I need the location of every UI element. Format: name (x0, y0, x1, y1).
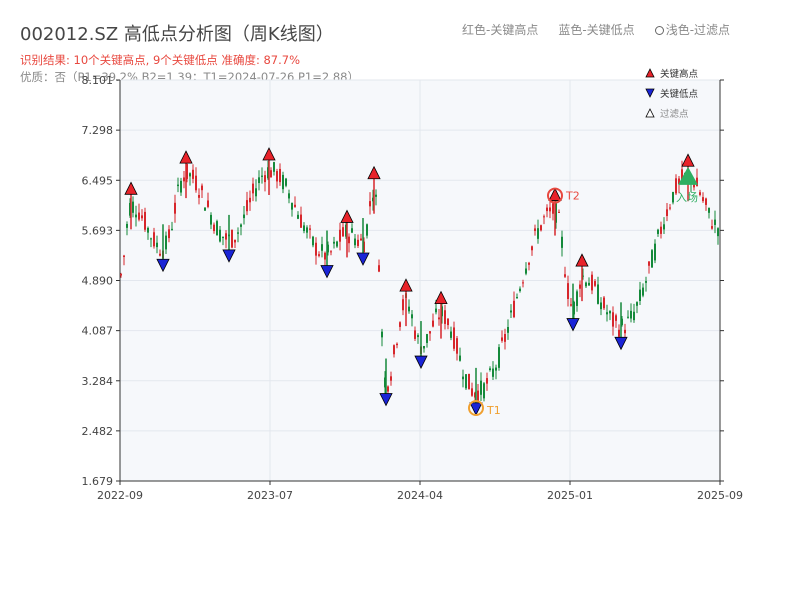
key-low-marker[interactable] (356, 252, 370, 266)
key-low-marker[interactable] (156, 258, 170, 273)
color-key-hollow: 浅色-过滤点 (654, 21, 730, 38)
triangle-down-icon (645, 88, 655, 98)
t2-marker[interactable] (547, 187, 563, 204)
key-low-marker[interactable] (222, 249, 236, 263)
key-high-marker[interactable] (399, 278, 413, 292)
legend-item-filtered[interactable]: 过滤点 (645, 106, 689, 120)
key-high-marker[interactable] (575, 253, 589, 267)
result-summary: 识别结果: 10个关键高点, 9个关键低点 准确度: 87.7% (20, 53, 301, 67)
y-tick-label: 6.495 (82, 174, 114, 187)
y-tick-label: 2.482 (82, 425, 114, 438)
y-tick-label: 1.679 (82, 475, 114, 488)
key-high-marker[interactable] (340, 209, 354, 223)
y-tick-label: 8.101 (82, 74, 114, 87)
x-tick-label: 2024-04 (397, 489, 443, 502)
x-tick-label: 2025-09 (697, 489, 743, 502)
key-high-marker[interactable] (548, 187, 562, 201)
x-tick-label: 2023-07 (247, 489, 293, 502)
key-high-marker[interactable] (434, 290, 448, 305)
key-low-marker[interactable] (414, 355, 428, 369)
y-tick-label: 3.284 (82, 375, 114, 388)
color-key-blue: 蓝色-关键低点 (558, 23, 635, 37)
y-tick-label: 4.890 (82, 275, 114, 288)
legend-item-key-low[interactable]: 关键低点 (645, 86, 698, 100)
t2-label: T2 (565, 190, 580, 203)
y-tick-label: 4.087 (82, 325, 114, 338)
key-low-marker[interactable] (566, 318, 580, 332)
key-low-marker[interactable] (320, 265, 334, 279)
y-tick-label: 5.693 (82, 224, 114, 237)
chart-title: 002012.SZ 高低点分析图（周K线图） (20, 24, 334, 45)
t1-marker[interactable] (468, 400, 484, 417)
hollow-circle-icon (654, 26, 664, 35)
t1-label: T1 (486, 404, 501, 417)
key-low-marker[interactable] (469, 402, 483, 416)
triangle-hollow-icon (645, 108, 655, 118)
key-high-marker[interactable] (179, 150, 193, 164)
color-key: 红色-关键高点 蓝色-关键低点 浅色-过滤点 (462, 21, 730, 38)
key-high-marker[interactable] (124, 181, 138, 195)
x-tick-label: 2025-01 (547, 489, 593, 502)
y-tick-label: 7.298 (82, 124, 114, 137)
legend-item-key-high[interactable]: 关键高点 (645, 66, 698, 80)
x-tick-label: 2022-09 (97, 489, 143, 502)
color-key-red: 红色-关键高点 (462, 23, 539, 37)
key-low-marker[interactable] (614, 336, 628, 351)
entry-marker[interactable] (678, 166, 698, 185)
entry-label: 入场 (676, 190, 698, 204)
key-high-marker[interactable] (262, 147, 276, 161)
key-high-marker[interactable] (681, 153, 695, 167)
key-low-marker[interactable] (379, 393, 393, 407)
triangle-up-icon (645, 68, 655, 78)
key-high-marker[interactable] (367, 165, 381, 180)
